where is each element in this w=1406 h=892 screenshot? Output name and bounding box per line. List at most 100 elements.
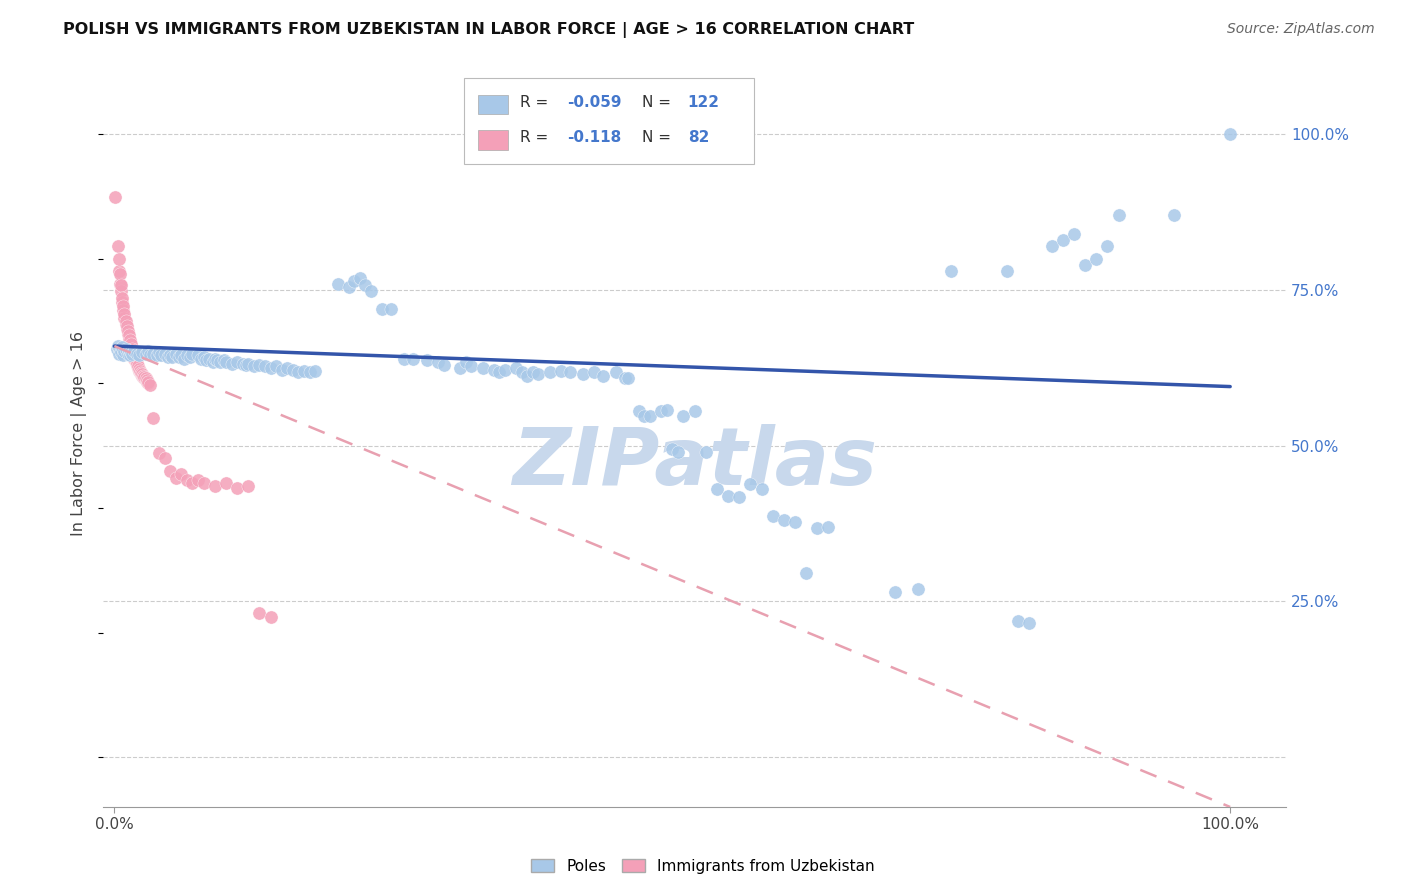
- Point: [193, 351, 215, 365]
- Point: [129, 365, 152, 379]
- Text: Source: ZipAtlas.com: Source: ZipAtlas.com: [1227, 22, 1375, 37]
- Point: [190, 351, 212, 366]
- Point: [131, 367, 153, 381]
- Point: [142, 346, 165, 360]
- Point: [907, 582, 929, 596]
- Point: [132, 370, 155, 384]
- Point: [1052, 233, 1074, 247]
- Point: [249, 606, 271, 620]
- Point: [110, 278, 132, 293]
- Point: [117, 324, 139, 338]
- Point: [127, 359, 149, 373]
- Point: [482, 363, 505, 377]
- Point: [221, 357, 243, 371]
- Point: [165, 471, 187, 485]
- Point: [135, 373, 157, 387]
- Point: [1074, 258, 1097, 272]
- Point: [205, 352, 228, 367]
- Point: [666, 445, 689, 459]
- Point: [135, 373, 157, 387]
- Point: [187, 473, 209, 487]
- Point: [226, 481, 249, 495]
- Point: [110, 345, 132, 359]
- Point: [1108, 208, 1130, 222]
- Point: [614, 371, 637, 385]
- Point: [107, 339, 129, 353]
- Point: [117, 346, 139, 360]
- Point: [198, 351, 221, 366]
- Point: [672, 409, 695, 423]
- Point: [176, 473, 198, 487]
- Point: [115, 319, 138, 334]
- Point: [121, 346, 143, 360]
- Bar: [478, 129, 508, 150]
- Point: [592, 369, 614, 384]
- Point: [132, 369, 155, 384]
- Point: [215, 354, 238, 368]
- Point: [148, 446, 170, 460]
- Point: [108, 342, 131, 356]
- Point: [212, 352, 235, 367]
- Point: [432, 358, 454, 372]
- Point: [128, 348, 150, 362]
- Point: [114, 314, 136, 328]
- Point: [454, 354, 477, 368]
- Point: [204, 351, 226, 366]
- Point: [108, 264, 131, 278]
- Point: [494, 363, 516, 377]
- Point: [127, 360, 149, 375]
- Point: [337, 280, 360, 294]
- Point: [135, 375, 157, 389]
- Point: [131, 369, 153, 384]
- Point: [136, 344, 159, 359]
- Point: [360, 285, 382, 299]
- Point: [1163, 208, 1185, 222]
- Point: [1018, 616, 1040, 631]
- Point: [380, 301, 402, 316]
- Point: [706, 483, 728, 497]
- FancyBboxPatch shape: [464, 78, 754, 164]
- Point: [114, 318, 136, 332]
- Point: [259, 610, 281, 624]
- Point: [238, 357, 260, 371]
- Point: [115, 321, 138, 335]
- Point: [112, 307, 135, 321]
- Legend: Poles, Immigrants from Uzbekistan: Poles, Immigrants from Uzbekistan: [526, 853, 880, 880]
- Text: ZIPatlas: ZIPatlas: [512, 425, 877, 502]
- Point: [695, 445, 717, 459]
- Bar: [478, 95, 508, 114]
- Text: 122: 122: [688, 95, 720, 110]
- Point: [292, 364, 315, 378]
- Text: R =: R =: [520, 130, 553, 145]
- Point: [104, 189, 127, 203]
- Text: R =: R =: [520, 95, 553, 110]
- Point: [193, 476, 215, 491]
- Point: [471, 360, 494, 375]
- Point: [995, 264, 1018, 278]
- Text: 82: 82: [688, 130, 709, 145]
- Point: [232, 357, 254, 371]
- Point: [162, 351, 184, 365]
- Point: [276, 360, 298, 375]
- Point: [118, 344, 141, 359]
- Point: [204, 479, 226, 493]
- Point: [134, 370, 156, 384]
- Point: [139, 348, 162, 362]
- Point: [179, 351, 201, 365]
- Point: [806, 521, 828, 535]
- Point: [1007, 615, 1029, 629]
- Point: [125, 358, 148, 372]
- Text: N =: N =: [641, 130, 675, 145]
- Point: [1097, 239, 1119, 253]
- Point: [159, 464, 181, 478]
- Point: [794, 566, 817, 581]
- Point: [111, 291, 134, 305]
- Point: [740, 477, 762, 491]
- Point: [449, 360, 471, 375]
- Point: [135, 371, 157, 385]
- Point: [558, 365, 581, 379]
- Point: [426, 354, 449, 368]
- Point: [118, 336, 141, 351]
- Point: [249, 358, 271, 372]
- Point: [124, 344, 146, 359]
